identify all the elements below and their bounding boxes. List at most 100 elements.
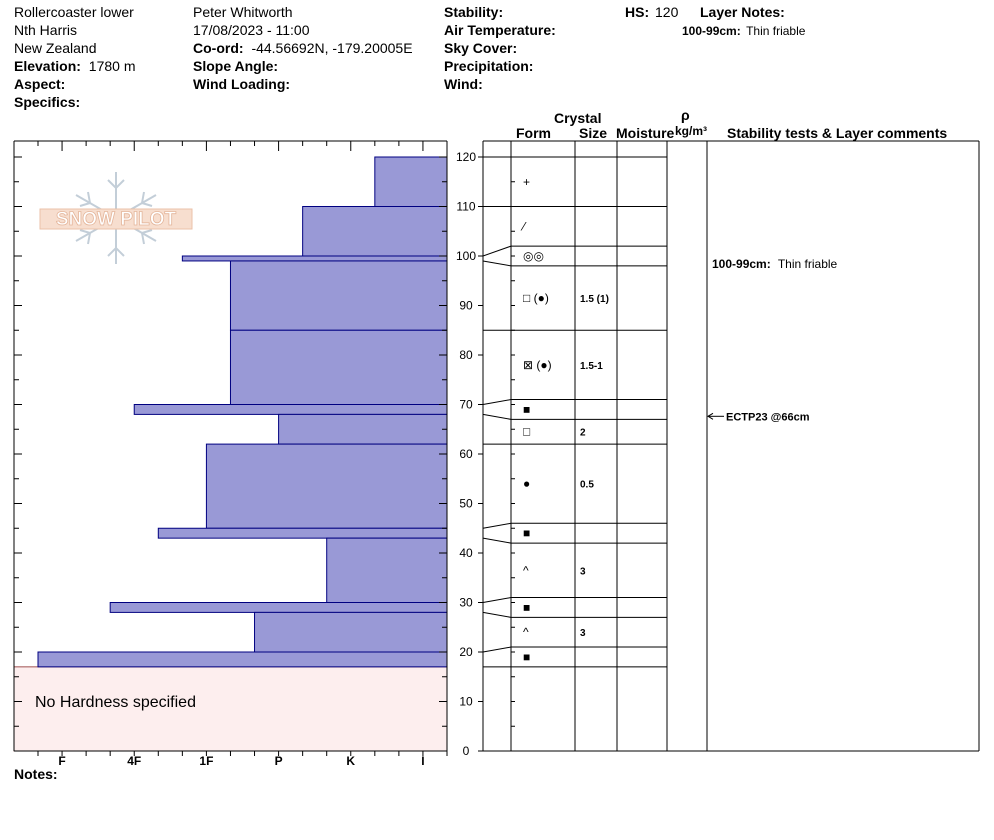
country-name: New Zealand: [14, 40, 97, 56]
elevation-row: Elevation: 1780 m: [14, 58, 136, 74]
no-hardness-label: No Hardness specified: [35, 694, 196, 711]
layer-connector: [482, 646, 512, 653]
crystal-header: Crystal: [554, 110, 602, 126]
grain-form-symbol: ■: [523, 650, 530, 664]
hardness-bar: [326, 537, 448, 604]
depth-tick-label: 70: [459, 398, 473, 412]
precipitation-label: Precipitation:: [444, 58, 534, 74]
grain-form-symbol: □ (●): [523, 291, 549, 305]
hardness-tick-label: I: [421, 754, 424, 768]
grain-form-symbol: ●: [523, 477, 530, 491]
hardness-bar: [157, 527, 448, 539]
rho-header: ρ: [681, 107, 690, 123]
hs-value: 120: [655, 4, 679, 20]
aspect-label: Aspect:: [14, 76, 66, 92]
depth-tick-label: 90: [459, 299, 473, 313]
depth-tick-label: 20: [459, 645, 473, 659]
grain-size-value: 0.5: [580, 480, 594, 491]
grain-form-symbol: +: [523, 175, 530, 189]
layer-notes-label: Layer Notes:: [700, 4, 785, 20]
depth-tick-label: 80: [459, 348, 473, 362]
hardness-bar: [254, 611, 448, 653]
form-header: Form: [516, 125, 551, 141]
hs-label: HS:: [625, 4, 650, 20]
depth-tick-label: 10: [459, 695, 473, 709]
hardness-bar: [133, 404, 448, 415]
depth-tick-label: 40: [459, 546, 473, 560]
grain-size-value: 3: [580, 566, 586, 577]
depth-tick-label: 0: [463, 744, 470, 758]
grain-form-symbol: ◎◎: [523, 249, 544, 263]
region-name: Nth Harris: [14, 22, 78, 38]
density-unit-header: kg/m³: [675, 124, 708, 138]
layer-connector: [482, 260, 512, 267]
hardness-bar: [278, 413, 448, 445]
grain-size-value: 3: [580, 628, 586, 639]
hardness-bar: [205, 443, 448, 529]
grain-form-symbol: ■: [523, 526, 530, 540]
depth-tick-label: 60: [459, 447, 473, 461]
hs-row: HS: 120: [625, 4, 678, 20]
layer-connector: [482, 611, 512, 618]
hardness-bar: [37, 651, 448, 668]
depth-tick-label: 110: [456, 200, 475, 214]
grain-size-value: 2: [580, 428, 586, 439]
grain-size-value: 1.5 (1): [580, 294, 609, 305]
elevation-label: Elevation:: [14, 58, 81, 74]
layer-connector: [482, 597, 512, 603]
grain-form-symbol: ⁄: [520, 219, 527, 233]
sky-cover-label: Sky Cover:: [444, 40, 518, 56]
notes-label: Notes:: [14, 766, 58, 782]
moisture-header: Moisture: [616, 125, 675, 141]
grain-form-symbol: ^: [523, 625, 529, 639]
hardness-bar: [109, 602, 448, 613]
layer-comment: 100-99cm: Thin friable: [712, 257, 838, 271]
layer-comment-value: Thin friable: [778, 257, 838, 271]
stability-tests-header: Stability tests & Layer comments: [727, 125, 948, 141]
layer-notes-key: 100-99cm:: [682, 24, 741, 38]
stability-label: Stability:: [444, 4, 504, 20]
wind-label: Wind:: [444, 76, 483, 92]
hardness-tick-label: 1F: [199, 754, 213, 768]
layer-notes-value: Thin friable: [746, 24, 806, 38]
coord-label: Co-ord:: [193, 40, 244, 56]
location-name: Rollercoaster lower: [14, 4, 134, 20]
hardness-bar: [229, 329, 448, 405]
grain-form-symbol: ^: [523, 563, 529, 577]
grain-form-symbol: □: [523, 425, 530, 439]
grain-form-symbol: ■: [523, 600, 530, 614]
depth-tick-label: 30: [459, 596, 473, 610]
coord-value: -44.56692N, -179.20005E: [251, 40, 413, 56]
hardness-tick-label: P: [275, 754, 283, 768]
grain-form-symbol: ⊠ (●): [523, 358, 552, 372]
coord-row: Co-ord: -44.56692N, -179.20005E: [193, 40, 413, 56]
layer-connector: [482, 413, 512, 420]
stability-test-marker: ECTP23 @66cm: [707, 411, 810, 423]
observation-datetime: 17/08/2023 - 11:00: [193, 22, 310, 38]
hardness-tick-label: F: [58, 754, 65, 768]
observer-name: Peter Whitworth: [193, 4, 293, 20]
grain-form-symbol: ■: [523, 402, 530, 416]
stability-test-result: ECTP23 @66cm: [726, 411, 810, 423]
layer-connector: [482, 522, 512, 529]
layer-comment-key: 100-99cm:: [712, 257, 771, 271]
depth-tick-label: 120: [456, 150, 476, 164]
size-header: Size: [579, 125, 608, 141]
layer-connector: [482, 399, 512, 405]
logo-text: SNOW PILOT: [56, 209, 177, 230]
hardness-tick-label: K: [346, 754, 355, 768]
depth-tick-label: 50: [459, 497, 473, 511]
wind-loading-label: Wind Loading:: [193, 76, 291, 92]
hardness-bar: [181, 255, 448, 262]
layer-connector: [482, 537, 512, 544]
snowpilot-logo: SNOW PILOT: [39, 172, 193, 264]
air-temperature-label: Air Temperature:: [444, 22, 556, 38]
elevation-value: 1780 m: [88, 58, 136, 74]
layer-connector: [482, 245, 512, 257]
hardness-bar: [374, 156, 448, 207]
slope-angle-label: Slope Angle:: [193, 58, 279, 74]
grain-size-value: 1.5-1: [580, 361, 603, 372]
layer-notes-entry: 100-99cm: Thin friable: [682, 24, 805, 38]
hardness-tick-label: 4F: [127, 754, 141, 768]
